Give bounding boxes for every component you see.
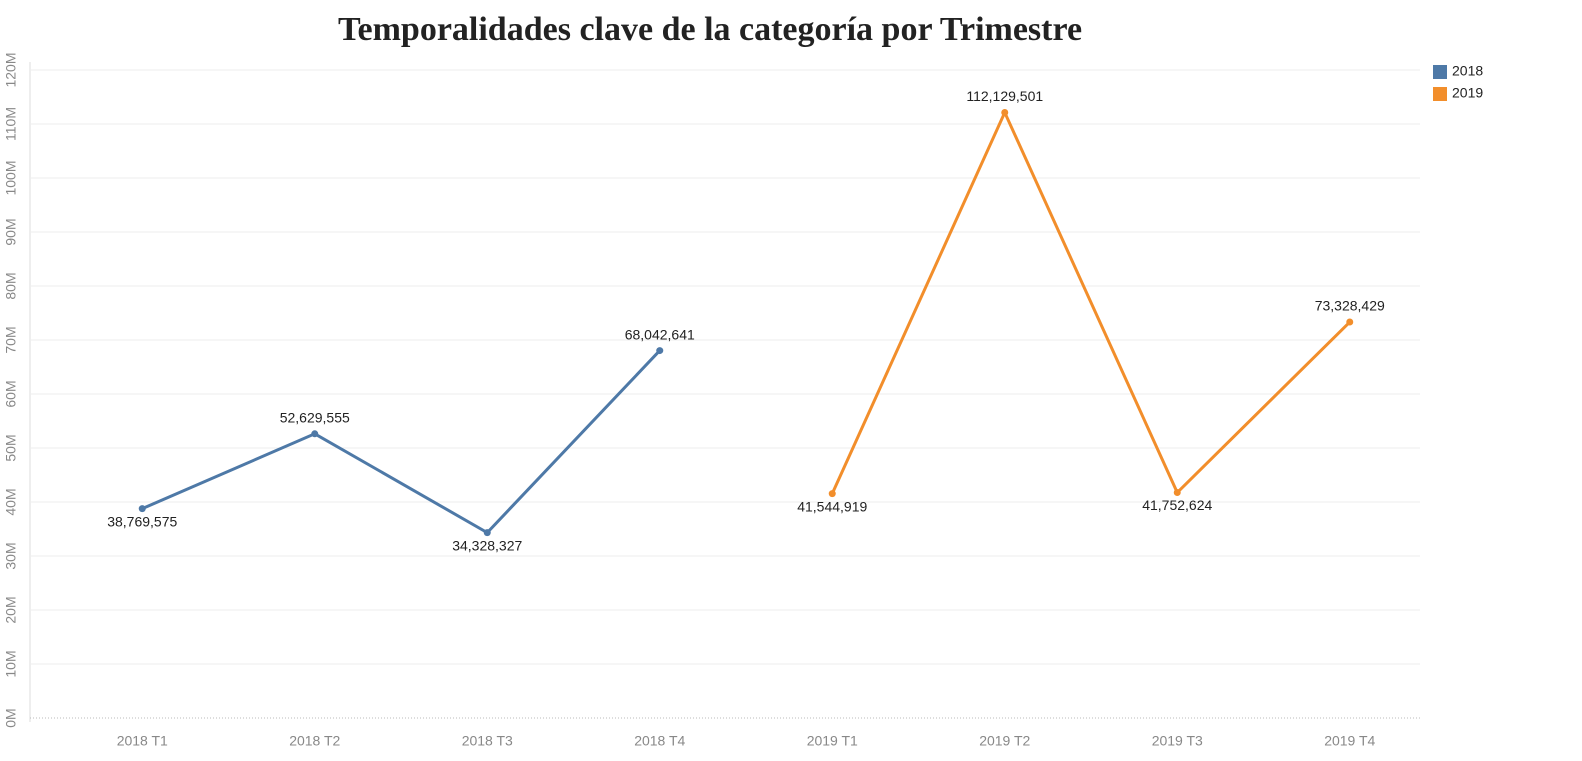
x-tick-label: 2019 T4 xyxy=(1324,733,1375,749)
point xyxy=(311,430,319,438)
x-tick-label: 2018 T2 xyxy=(289,733,340,749)
legend-label: 2019 xyxy=(1452,85,1483,101)
y-tick-label: 90M xyxy=(3,218,19,245)
y-tick-label: 120M xyxy=(3,52,19,87)
point xyxy=(1173,489,1181,497)
line xyxy=(141,349,661,535)
y-tick-label: 20M xyxy=(3,596,19,623)
line xyxy=(830,108,1351,496)
x-tick-label: 2018 T4 xyxy=(634,733,685,749)
y-tick-label: 30M xyxy=(3,542,19,569)
y-tick-label: 50M xyxy=(3,434,19,461)
point xyxy=(828,490,836,498)
data-label: 34,328,327 xyxy=(452,537,522,553)
x-tick-label: 2019 T2 xyxy=(979,733,1030,749)
data-label: 41,752,624 xyxy=(1142,497,1212,513)
data-label: 41,544,919 xyxy=(797,498,867,514)
y-tick-label: 40M xyxy=(3,488,19,515)
point xyxy=(656,347,664,355)
point xyxy=(1346,318,1354,326)
x-tick-label: 2018 T3 xyxy=(462,733,513,749)
data-label: 38,769,575 xyxy=(107,513,177,529)
point xyxy=(138,505,146,513)
data-label: 112,129,501 xyxy=(966,88,1043,104)
x-tick-label: 2018 T1 xyxy=(117,733,168,749)
data-label: 52,629,555 xyxy=(280,410,350,426)
x-tick-label: 2019 T1 xyxy=(807,733,858,749)
y-tick-label: 60M xyxy=(3,380,19,407)
chart-title: Temporalidades clave de la categoría por… xyxy=(338,11,1082,48)
point xyxy=(1001,109,1009,117)
legend-swatch xyxy=(1433,87,1447,101)
x-tick-label: 2019 T3 xyxy=(1152,733,1203,749)
y-tick-label: 70M xyxy=(3,326,19,353)
y-tick-label: 100M xyxy=(3,160,19,195)
legend-swatch xyxy=(1433,65,1447,79)
legend-label: 2018 xyxy=(1452,63,1483,79)
y-tick-label: 110M xyxy=(3,107,19,141)
y-tick-label: 10M xyxy=(3,650,19,677)
point xyxy=(483,529,491,537)
y-tick-label: 80M xyxy=(3,272,19,299)
data-label: 73,328,429 xyxy=(1315,298,1385,314)
y-tick-label: 0M xyxy=(3,708,19,727)
data-label: 68,042,641 xyxy=(625,326,695,342)
